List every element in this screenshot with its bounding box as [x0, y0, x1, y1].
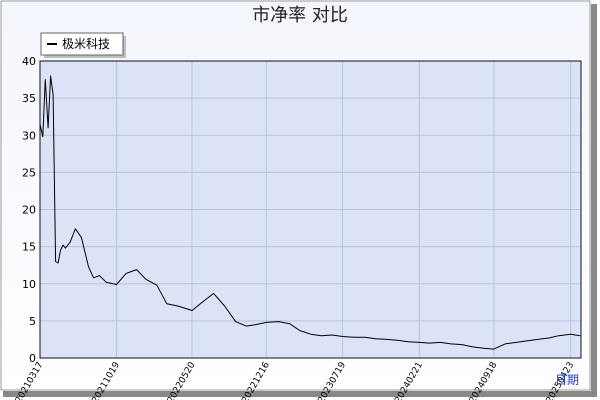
chart-title: 市净率 对比 [252, 5, 348, 26]
frame-shadow-bottom [3, 391, 593, 397]
y-tick-label: 20 [22, 204, 36, 217]
y-tick-label: 15 [22, 241, 36, 254]
y-axis: 0 5 10 15 20 25 30 35 40 [22, 55, 36, 365]
legend: 极米科技 [40, 32, 126, 58]
legend-panel [40, 32, 124, 56]
y-tick-label: 35 [22, 92, 36, 105]
y-tick-label: 40 [22, 55, 36, 68]
x-axis-title: 日期 [555, 373, 579, 387]
legend-label: 极米科技 [62, 37, 110, 51]
y-tick-label: 10 [22, 278, 36, 291]
frame-shadow-right [591, 4, 597, 397]
grid-lines [39, 60, 581, 359]
plot-frame [39, 60, 582, 359]
y-tick-label: 30 [22, 129, 36, 142]
y-tick-label: 25 [22, 166, 36, 179]
y-tick-label: 5 [29, 315, 36, 328]
series-line-xgimi [39, 75, 581, 350]
y-tick-label: 0 [29, 352, 36, 365]
